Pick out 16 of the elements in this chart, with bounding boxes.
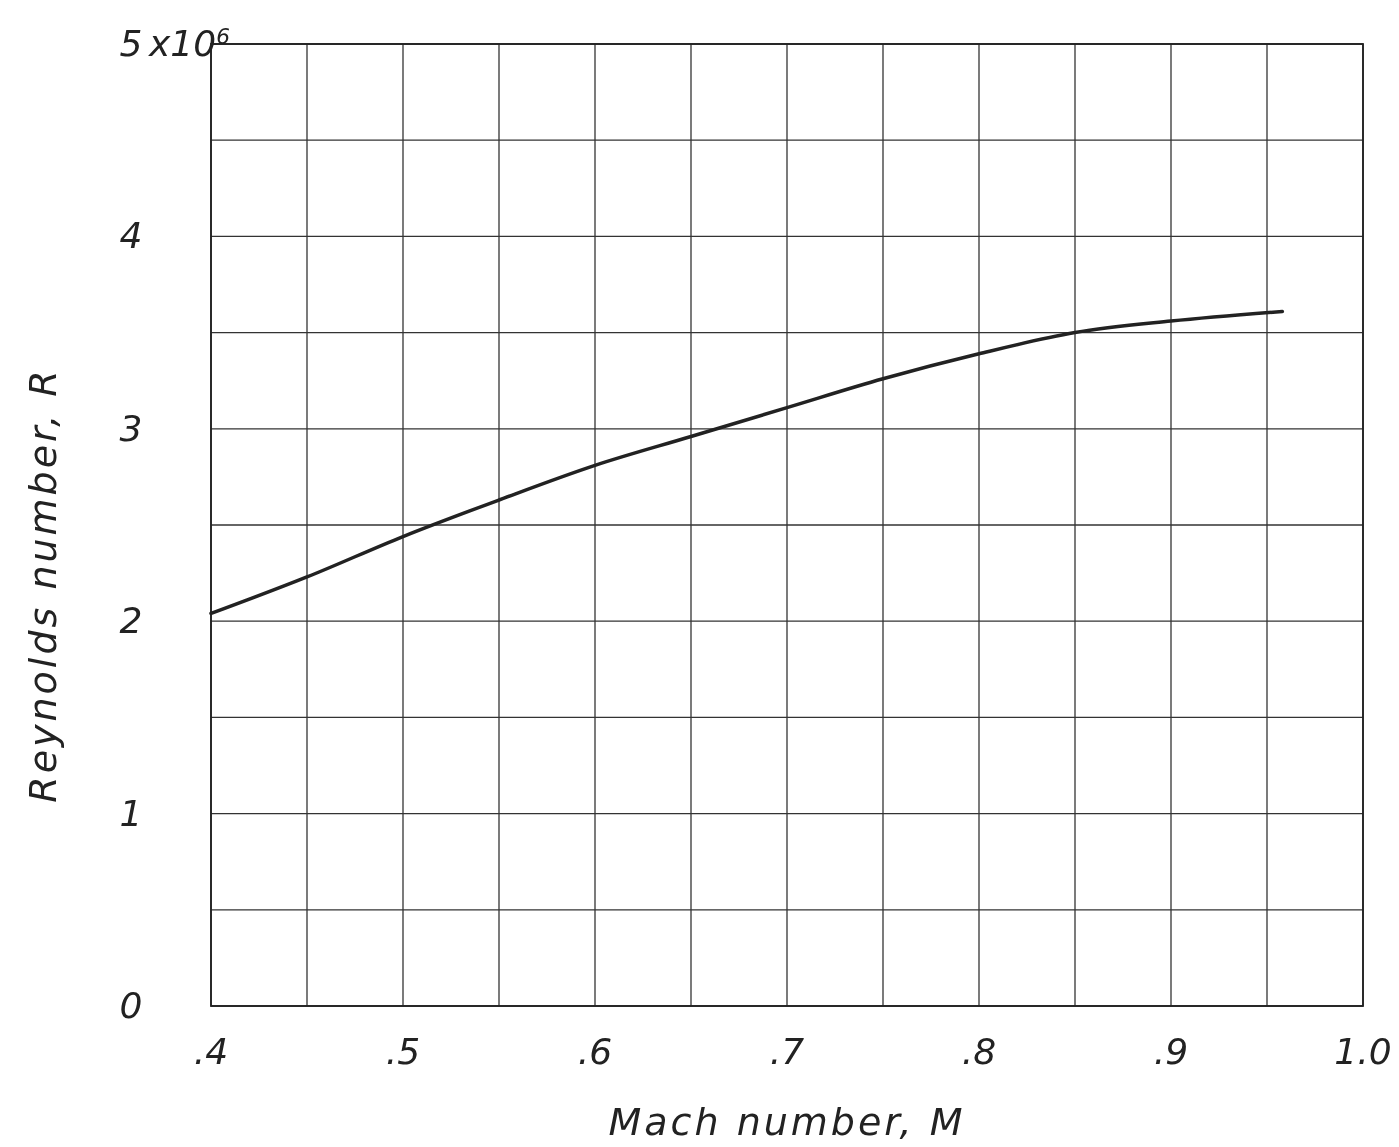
annotation: x10$^{6}$ [148,23,230,64]
y-tick-label: 1 [119,792,143,834]
x-tick-label: .7 [769,1031,805,1072]
x-tick-label: .4 [193,1031,229,1072]
y-tick-label: 5 [119,23,143,64]
x-tick-label: 1.0 [1334,1031,1392,1072]
x-axis-title: Mach number, M [608,1100,966,1144]
y-tick-label: 3 [119,407,143,449]
x-tick-label: .9 [1153,1031,1189,1072]
y-tick-label: 4 [119,215,143,257]
x-tick-label: .6 [577,1031,613,1072]
x-tick-label: .5 [385,1031,421,1072]
x-tick-label: .8 [961,1031,997,1072]
y-tick-label: 0 [119,985,143,1026]
y-axis-title: Reynolds number, R [21,367,65,803]
y-tick-label: 2 [119,600,143,642]
